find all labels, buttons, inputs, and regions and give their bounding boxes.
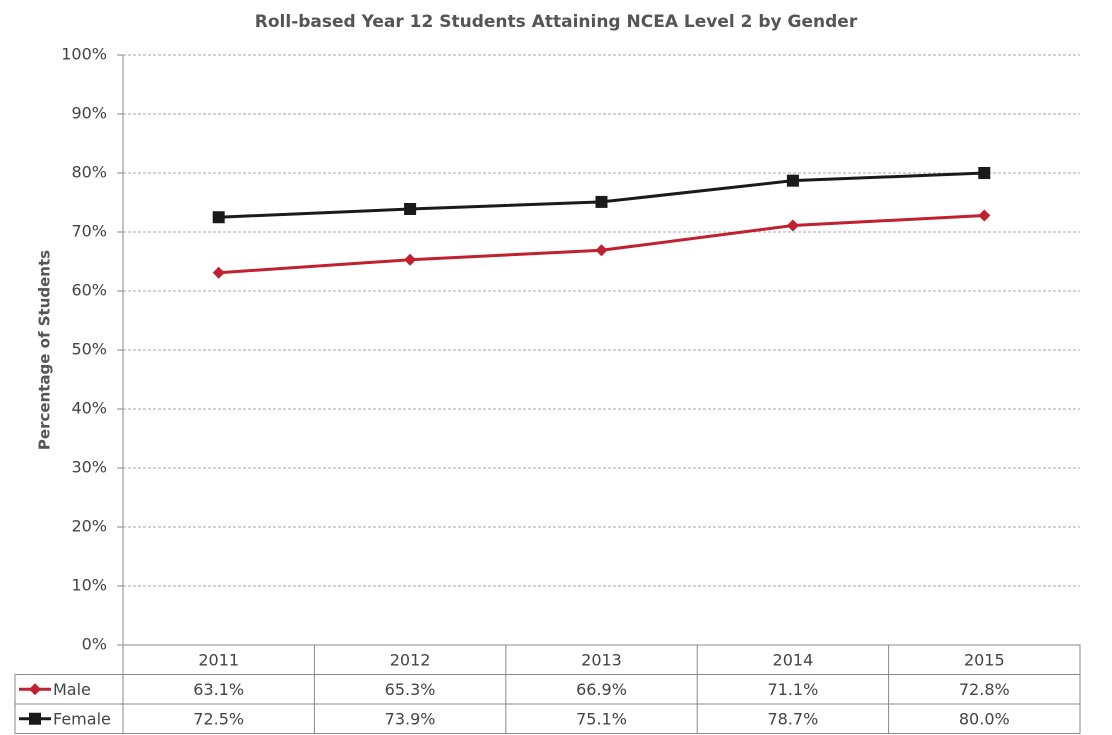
data-label: 78.7% xyxy=(767,709,818,728)
y-tick-label: 70% xyxy=(71,222,107,241)
marker xyxy=(404,202,417,215)
x-tick-label: 2014 xyxy=(773,650,814,669)
x-tick-label: 2015 xyxy=(964,650,1005,669)
marker xyxy=(212,211,225,224)
marker xyxy=(29,683,41,696)
marker xyxy=(404,253,417,266)
y-tick-label: 50% xyxy=(71,340,107,359)
y-tick-label: 10% xyxy=(71,576,107,595)
y-axis-label: Percentage of Students xyxy=(36,250,54,450)
data-label: 63.1% xyxy=(193,680,244,699)
data-label: 80.0% xyxy=(959,709,1010,728)
marker xyxy=(212,266,225,279)
chart-title: Roll-based Year 12 Students Attaining NC… xyxy=(255,12,858,32)
data-label: 71.1% xyxy=(767,680,818,699)
data-label: 65.3% xyxy=(385,680,436,699)
legend-label: Male xyxy=(53,680,91,699)
marker xyxy=(29,712,41,725)
y-tick-label: 0% xyxy=(82,635,107,654)
y-tick-label: 20% xyxy=(71,517,107,536)
marker xyxy=(978,209,991,222)
marker xyxy=(595,195,608,208)
y-tick-label: 80% xyxy=(71,163,107,182)
data-label: 72.8% xyxy=(959,680,1010,699)
y-tick-label: 30% xyxy=(71,458,107,477)
y-tick-label: 90% xyxy=(71,104,107,123)
x-tick-label: 2013 xyxy=(581,650,622,669)
marker xyxy=(786,219,799,232)
data-label: 75.1% xyxy=(576,709,627,728)
x-tick-label: 2012 xyxy=(390,650,431,669)
y-tick-label: 100% xyxy=(61,45,107,64)
marker xyxy=(978,167,991,179)
marker xyxy=(595,244,608,257)
data-label: 72.5% xyxy=(193,709,244,728)
series-line xyxy=(218,171,985,219)
series-line xyxy=(218,213,985,275)
x-tick-label: 2011 xyxy=(198,650,239,669)
y-tick-label: 40% xyxy=(71,399,107,418)
y-tick-label: 60% xyxy=(71,281,107,300)
legend-label: Female xyxy=(53,709,111,728)
data-label: 73.9% xyxy=(385,709,436,728)
marker xyxy=(786,174,799,187)
data-label: 66.9% xyxy=(576,680,627,699)
